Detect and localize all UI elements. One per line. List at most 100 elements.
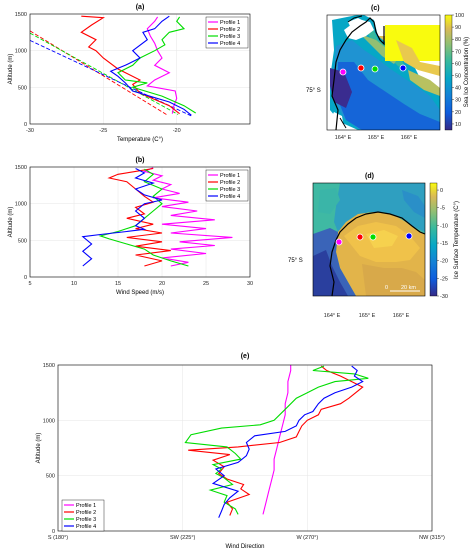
panel-c-lat-label: 75° S [306, 88, 321, 94]
panel-c-colorbar: 10 20 30 40 50 60 70 80 90 100 Sea Ice Concentrat… [444, 13, 470, 131]
legend-label: Profile 4 [76, 524, 96, 530]
colorbar-tick-label: -5 [440, 206, 445, 212]
colorbar-tick-label: 40 [455, 86, 461, 92]
colorbar-tick-label: 20 [455, 110, 461, 116]
y-tick-label: 1000 [43, 418, 55, 424]
panel-d-lat-label: 75° S [288, 258, 303, 264]
marker-profile-4 [399, 64, 407, 72]
chart-e-wind-direction: S (180°) SW (225°) W (270°) NW (315°) 0 500 10… [36, 353, 445, 550]
axes-frame [29, 13, 251, 125]
chart-title: (a) [136, 4, 145, 11]
panel-c-lon-label: 164° E [335, 135, 352, 141]
series-line-profile-2 [107, 167, 171, 267]
series-line-profile-2 [188, 365, 364, 516]
colorbar-tick-label: 30 [455, 98, 461, 104]
y-tick-label: 1500 [15, 165, 27, 171]
marker-profile-3 [369, 233, 377, 241]
axes-frame [57, 364, 433, 532]
legend-label: Profile 1 [76, 503, 96, 509]
y-tick-label: 500 [18, 238, 27, 244]
lapse-rate-dashed-line [30, 32, 179, 115]
panel-d-lon-label: 165° E [359, 313, 376, 319]
series-line-profile-1 [142, 167, 233, 267]
panel-c-colorbar-label: Sea Ice Concentration (%) [464, 37, 470, 107]
chart-b-wind-speed: 5 10 15 20 25 30 0 500 1000 1500 Wind Speed (m/s) A… [8, 157, 253, 296]
marker-profile-2 [357, 64, 365, 72]
panel-d-map: (d) 0 20 km 75° S 164° E 165° E 166° E [288, 173, 460, 319]
plot-area [184, 365, 369, 518]
marker-profile-1 [335, 238, 343, 246]
legend-label: Profile 4 [220, 194, 240, 200]
x-axis-label: Temperature (C°) [117, 137, 163, 143]
x-axis-label: Wind Direction [225, 544, 264, 550]
chart-a-temperature: -30 -25 -20 0 500 1000 1500 Temperature (C°) Alt… [8, 4, 251, 143]
legend-label: Profile 3 [220, 187, 240, 193]
plot-area [81, 167, 233, 267]
series-line-profile-3 [117, 16, 196, 114]
y-tick-label: 1000 [15, 49, 27, 55]
colorbar-tick-label: 60 [455, 61, 461, 67]
y-tick-label: 1000 [15, 202, 27, 208]
x-tick-label: SW (225°) [170, 535, 196, 541]
y-tick-label: 500 [46, 474, 55, 480]
marker-profile-4 [405, 232, 413, 240]
legend-label: Profile 3 [76, 517, 96, 523]
sea-ice-concentration-map [327, 15, 440, 130]
x-tick-label: -20 [173, 128, 181, 134]
panel-d-title: (d) [365, 173, 374, 180]
marker-profile-1 [339, 68, 347, 76]
x-tick-label: W (270°) [296, 535, 318, 541]
colorbar-tick-label: -10 [440, 223, 448, 229]
x-tick-label: 5 [28, 281, 31, 287]
legend-label: Profile 3 [220, 34, 240, 40]
x-tick-label: -30 [26, 128, 34, 134]
series-line-profile-4 [211, 365, 364, 518]
axes-frame [29, 166, 251, 278]
colorbar-tick-label: -25 [440, 276, 448, 282]
y-tick-label: 0 [52, 529, 55, 535]
legend-label: Profile 1 [220, 173, 240, 179]
panel-d-colorbar: 0 -5 -10 -15 -20 -25 -30 Ice Surface Temperatu… [429, 182, 460, 300]
colorbar-tick-label: 80 [455, 37, 461, 43]
colorbar-tick-label: -15 [440, 241, 448, 247]
ice-surface-temperature-map [313, 183, 425, 296]
scale-bar-label: 0 [385, 285, 388, 291]
x-tick-label: NW (315°) [419, 535, 445, 541]
x-tick-label: 20 [159, 281, 165, 287]
colorbar-tick-label: -30 [440, 294, 448, 300]
legend-label: Profile 2 [76, 510, 96, 516]
scale-bar-label: 20 km [401, 285, 416, 291]
panel-d-lon-label: 164° E [324, 313, 341, 319]
series-line-profile-2 [80, 15, 180, 115]
colorbar-tick-label: -20 [440, 259, 448, 265]
plot-area [30, 15, 196, 117]
colorbar-tick-label: 100 [455, 13, 464, 19]
marker-profile-2 [356, 233, 364, 241]
colorbar-tick-label: 50 [455, 74, 461, 80]
legend-label: Profile 4 [220, 41, 240, 47]
colorbar-tick-label: 10 [455, 122, 461, 128]
x-axis-label: Wind Speed (m/s) [116, 290, 164, 296]
x-tick-label: 30 [247, 281, 253, 287]
series-line-profile-4 [81, 168, 163, 267]
y-tick-label: 0 [24, 122, 27, 128]
x-tick-label: -25 [99, 128, 107, 134]
y-tick-label: 1500 [15, 12, 27, 18]
y-axis-label: Altitude (m) [8, 54, 14, 85]
colorbar-tick-label: 70 [455, 49, 461, 55]
marker-profile-3 [371, 65, 379, 73]
panel-c-title: (c) [371, 5, 380, 12]
colorbar-tick-label: 0 [440, 188, 443, 194]
y-tick-label: 1500 [43, 363, 55, 369]
panel-d-colorbar-label: Ice Surface Temperature (C°) [454, 201, 460, 279]
panel-c-lon-label: 165° E [368, 135, 385, 141]
panel-c-map: (c) 75° S 164° E 165° E 166° [306, 5, 470, 141]
legend-label: Profile 2 [220, 180, 240, 186]
x-tick-label: 25 [203, 281, 209, 287]
legend-label: Profile 2 [220, 27, 240, 33]
y-tick-label: 500 [18, 85, 27, 91]
